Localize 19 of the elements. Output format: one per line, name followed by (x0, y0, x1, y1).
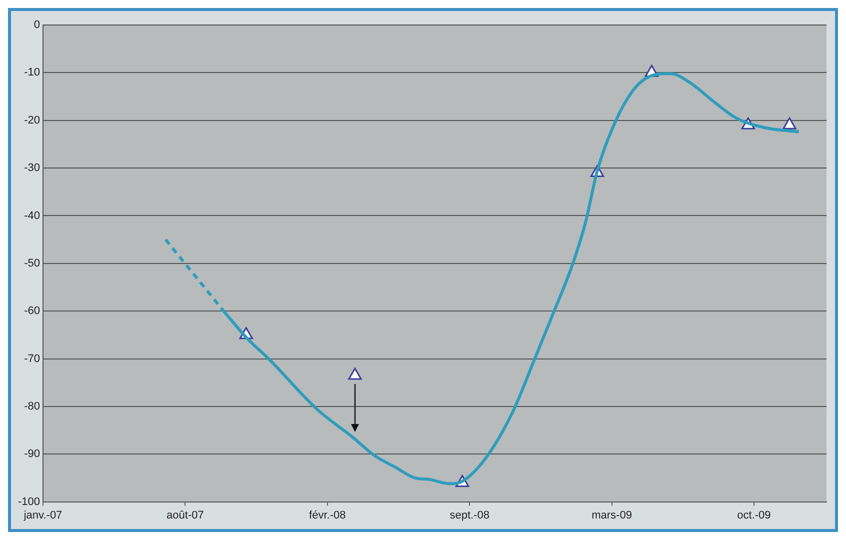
x-tick-label: août-07 (166, 509, 204, 522)
x-tick-label: sept.-08 (450, 509, 490, 522)
y-tick-label: -40 (24, 210, 40, 222)
y-tick-label: -10 (24, 66, 40, 79)
x-tick-label: mars-09 (592, 509, 632, 522)
y-tick-label: 0 (34, 19, 40, 32)
y-tick-label: -60 (24, 305, 40, 318)
y-tick-label: -100 (18, 496, 40, 508)
y-tick-label: -90 (24, 448, 40, 460)
y-tick-label: -20 (24, 114, 40, 126)
y-tick-label: -80 (24, 400, 40, 412)
x-tick-label: oct.-09 (737, 509, 771, 522)
x-tick-label: févr.-08 (309, 509, 346, 522)
y-tick-label: -30 (24, 162, 40, 174)
y-tick-label: -50 (24, 257, 40, 270)
x-tick-label: janv.-07 (22, 509, 62, 522)
point (348, 368, 362, 380)
point (782, 117, 796, 130)
y-tick-label: -70 (24, 352, 40, 365)
